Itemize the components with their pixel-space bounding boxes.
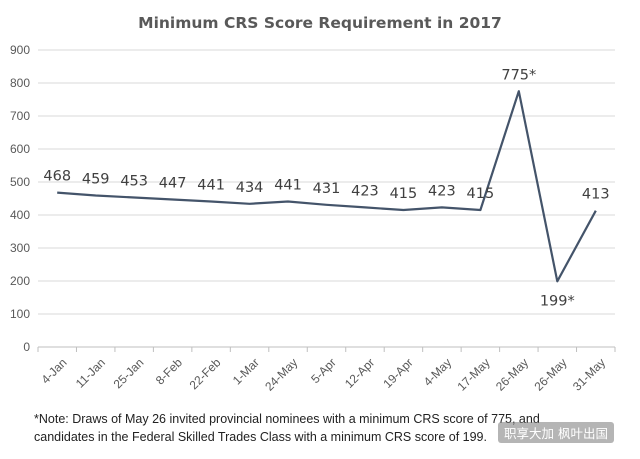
y-tick-label: 700	[10, 109, 30, 123]
data-label: 441	[197, 177, 225, 193]
data-label: 199*	[540, 293, 575, 309]
watermark: 职享大加 枫叶出国	[498, 422, 614, 443]
y-tick-label: 0	[23, 340, 30, 354]
y-tick-label: 500	[10, 175, 30, 189]
data-label: 431	[313, 181, 341, 197]
series-line-group	[57, 90, 597, 283]
y-tick-label: 100	[10, 307, 30, 321]
x-tick-label: 22-Feb	[187, 355, 224, 392]
y-axis: 0 100 200 300 400 500 600 700 800 900	[10, 43, 30, 354]
data-label: 447	[159, 175, 187, 191]
chart-title: Minimum CRS Score Requirement in 2017	[138, 14, 502, 32]
x-tick-label: 11-Jan	[73, 355, 108, 390]
data-labels: 468 459 453 447 441 434 441 431 423 415 423 415 775*…	[43, 67, 609, 309]
x-tick-label: 4-Jan	[38, 355, 69, 386]
x-tick-label: 5-Apr	[308, 355, 339, 386]
x-tick-label: 1-Mar	[230, 355, 262, 387]
y-tick-label: 300	[10, 241, 30, 255]
data-label: 434	[236, 180, 264, 196]
footnote-line-1: *Note: Draws of May 26 invited provincia…	[34, 412, 540, 426]
y-tick-label: 800	[10, 76, 30, 90]
x-tick-label: 17-May	[455, 355, 493, 393]
y-tick-label: 200	[10, 274, 30, 288]
y-tick-label: 600	[10, 142, 30, 156]
data-label: 775*	[501, 67, 536, 83]
y-tick-label: 900	[10, 43, 30, 57]
x-tick-label: 4-May	[421, 355, 454, 388]
x-tick-label: 19-Apr	[380, 355, 415, 390]
x-tick-label: 26-May	[531, 355, 569, 393]
data-label: 468	[43, 169, 71, 185]
x-tick-label: 8-Feb	[153, 355, 185, 387]
data-label: 453	[120, 174, 148, 190]
x-tick-label: 25-Jan	[111, 355, 147, 391]
x-tick-label: 12-Apr	[342, 355, 377, 390]
footnote: *Note: Draws of May 26 invited provincia…	[34, 410, 634, 446]
data-label: 423	[351, 183, 379, 199]
x-tick-label: 26-May	[493, 355, 531, 393]
data-label: 415	[390, 186, 418, 202]
footnote-line-2: candidates in the Federal Skilled Trades…	[34, 430, 487, 444]
data-label: 459	[82, 172, 110, 188]
data-label: 441	[274, 177, 302, 193]
x-tick-label: 24-May	[262, 355, 300, 393]
data-label: 415	[467, 186, 495, 202]
y-tick-label: 400	[10, 208, 30, 222]
data-label: 423	[428, 183, 456, 199]
x-axis: 4-Jan 11-Jan 25-Jan 8-Feb 22-Feb 1-Mar 24-May 5…	[37, 347, 616, 394]
x-tick-label: 31-May	[570, 355, 608, 393]
data-label: 413	[582, 187, 610, 203]
series-line	[57, 90, 597, 283]
gridlines	[38, 49, 615, 348]
